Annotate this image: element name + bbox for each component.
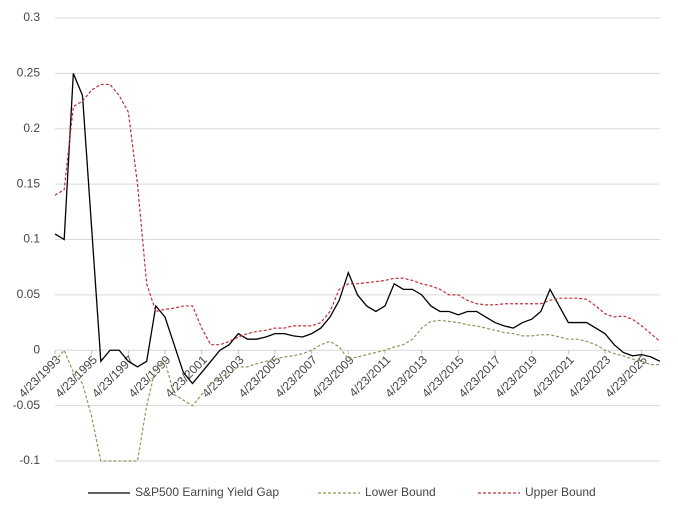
legend-label: Lower Bound (365, 485, 436, 499)
y-tick-label: 0.3 (23, 10, 40, 24)
series-line (54, 73, 661, 385)
y-tick-label: 0.15 (17, 176, 41, 190)
y-tick-label: 0.25 (17, 66, 41, 80)
y-tick-label: -0.1 (19, 453, 40, 467)
y-tick-label: -0.05 (13, 398, 41, 412)
legend-label: S&P500 Earning Yield Gap (135, 485, 279, 499)
legend-label: Upper Bound (525, 485, 596, 499)
y-tick-label: 0.2 (23, 121, 40, 135)
y-tick-label: 0 (33, 342, 40, 356)
series-line (54, 319, 660, 462)
y-tick-label: 0.1 (23, 232, 40, 246)
series-line (54, 83, 661, 346)
y-tick-label: 0.05 (17, 287, 41, 301)
